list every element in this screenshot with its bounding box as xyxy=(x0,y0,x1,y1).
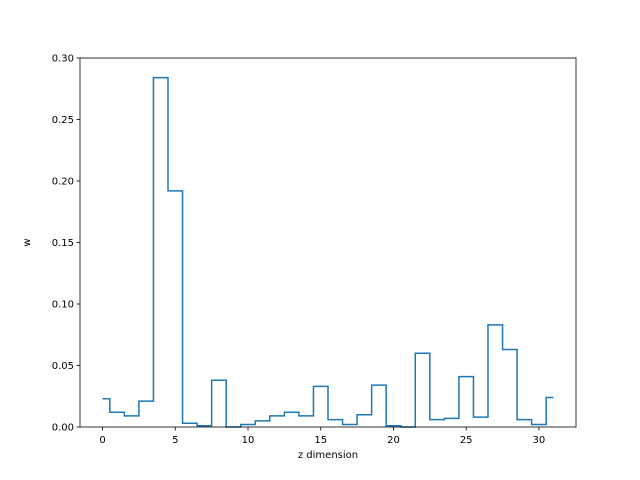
y-axis: 0.00 0.05 0.10 0.15 0.20 0.25 0.30 xyxy=(52,54,80,434)
plot-area xyxy=(102,76,554,428)
x-tick-label: 20 xyxy=(387,435,400,446)
x-tick-label: 30 xyxy=(533,435,546,446)
axes-frame xyxy=(79,57,577,428)
y-axis-label: w xyxy=(22,238,33,246)
y-tick-label: 0.15 xyxy=(52,238,74,249)
y-tick-label: 0.20 xyxy=(52,177,74,188)
x-tick-label: 15 xyxy=(314,435,327,446)
x-tick-label: 5 xyxy=(172,435,178,446)
y-tick-label: 0.00 xyxy=(52,423,74,434)
x-tick-label: 0 xyxy=(99,435,105,446)
x-tick-label: 10 xyxy=(242,435,255,446)
series-line xyxy=(102,76,554,428)
y-tick-label: 0.30 xyxy=(52,54,74,65)
x-axis-label: z dimension xyxy=(298,450,358,461)
x-axis: 0 5 10 15 20 25 30 xyxy=(99,427,545,446)
x-tick-label: 25 xyxy=(460,435,473,446)
y-tick-label: 0.05 xyxy=(52,361,74,372)
y-tick-label: 0.25 xyxy=(52,115,74,126)
y-tick-label: 0.10 xyxy=(52,300,74,311)
